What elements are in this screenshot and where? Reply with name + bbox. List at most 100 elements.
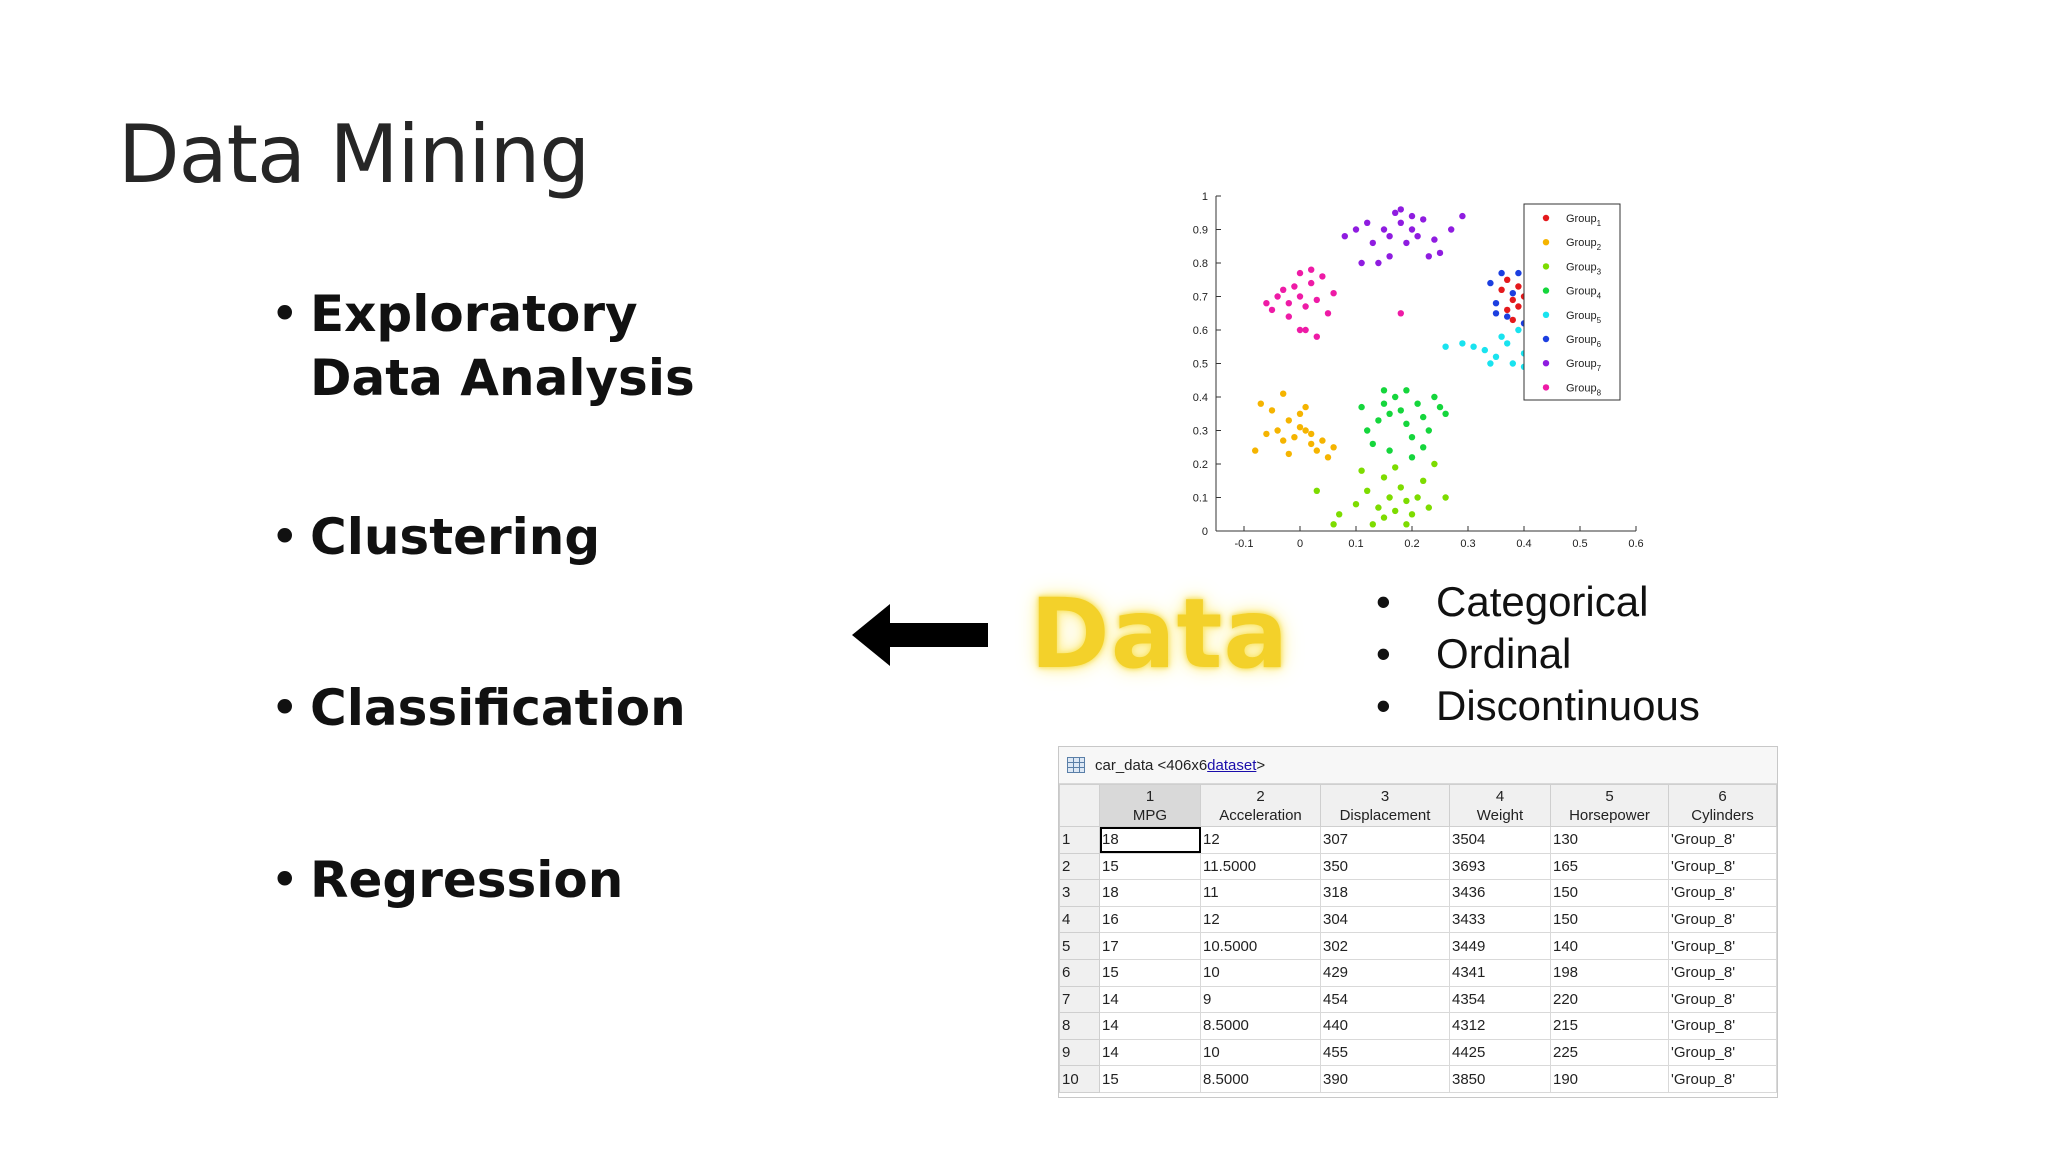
table-cell[interactable]: 307: [1320, 826, 1450, 854]
column-number: 1: [1145, 787, 1155, 805]
table-cell[interactable]: 'Group_8': [1668, 985, 1777, 1014]
table-cell[interactable]: 'Group_8': [1668, 958, 1777, 987]
table-cell[interactable]: 4354: [1449, 985, 1551, 1014]
table-cell[interactable]: 10: [1200, 958, 1321, 987]
table-cell[interactable]: 'Group_8': [1668, 1065, 1777, 1093]
x-tick-label: 0.4: [1516, 538, 1531, 550]
table-cell[interactable]: 9: [1200, 985, 1321, 1014]
table-cell[interactable]: 454: [1320, 985, 1450, 1014]
table-cell[interactable]: 14: [1099, 1038, 1201, 1067]
data-point: [1397, 484, 1404, 491]
table-cell[interactable]: 10.5000: [1200, 932, 1321, 960]
table-cell[interactable]: 3449: [1449, 932, 1551, 960]
row-number[interactable]: 7: [1059, 985, 1100, 1014]
table-cell[interactable]: 8.5000: [1200, 1012, 1321, 1040]
data-point: [1313, 487, 1320, 494]
data-point: [1296, 424, 1304, 431]
data-point: [1308, 266, 1315, 273]
row-number[interactable]: 9: [1059, 1038, 1100, 1067]
table-cell[interactable]: 4341: [1449, 958, 1551, 987]
column-header[interactable]: 4 Weight: [1449, 784, 1551, 827]
data-point: [1274, 293, 1281, 300]
table-cell[interactable]: 165: [1550, 852, 1669, 881]
table-cell[interactable]: 11: [1200, 879, 1321, 907]
data-point: [1369, 440, 1376, 448]
table-corner[interactable]: [1059, 784, 1100, 827]
row-number[interactable]: 5: [1059, 932, 1100, 960]
table-cell[interactable]: 'Group_8': [1668, 852, 1777, 881]
column-header[interactable]: 1 MPG: [1099, 784, 1201, 827]
row-number[interactable]: 1: [1059, 826, 1100, 854]
table-cell[interactable]: 350: [1320, 852, 1450, 881]
table-cell[interactable]: 3693: [1449, 852, 1551, 881]
table-cell[interactable]: 140: [1550, 932, 1669, 960]
table-cell[interactable]: 150: [1550, 879, 1669, 907]
table-cell[interactable]: 'Group_8': [1668, 932, 1777, 960]
table-cell[interactable]: 15: [1099, 1065, 1201, 1093]
table-body: 1 18 12 307 3504 130 'Group_8' 2 15 11.5000 350 369…: [1059, 826, 1777, 1093]
row-number[interactable]: 4: [1059, 905, 1100, 934]
bullet-item: • Clustering: [270, 505, 770, 569]
table-cell[interactable]: 220: [1550, 985, 1669, 1014]
table-cell[interactable]: 390: [1320, 1065, 1450, 1093]
row-number[interactable]: 3: [1059, 879, 1100, 907]
table-cell[interactable]: 429: [1320, 958, 1450, 987]
data-point: [1358, 467, 1365, 474]
table-cell[interactable]: 'Group_8': [1668, 1012, 1777, 1040]
table-cell[interactable]: 4425: [1449, 1038, 1551, 1067]
table-cell[interactable]: 12: [1200, 826, 1321, 854]
data-point: [1425, 427, 1432, 434]
table-cell[interactable]: 8.5000: [1200, 1065, 1321, 1093]
row-number[interactable]: 2: [1059, 852, 1100, 881]
y-tick-label: 1: [1202, 191, 1208, 203]
table-cell[interactable]: 3850: [1449, 1065, 1551, 1093]
table-cell[interactable]: 17: [1099, 932, 1201, 960]
column-header[interactable]: 3 Displacement: [1320, 784, 1450, 827]
table-cell[interactable]: 225: [1550, 1038, 1669, 1067]
table-cell[interactable]: 304: [1320, 905, 1450, 934]
table-cell[interactable]: 302: [1320, 932, 1450, 960]
data-point: [1313, 447, 1320, 454]
x-tick-label: 0.6: [1628, 538, 1643, 550]
table-cell[interactable]: 130: [1550, 826, 1669, 854]
table-cell[interactable]: 3504: [1449, 826, 1551, 854]
table-cell[interactable]: 10: [1200, 1038, 1321, 1067]
data-point: [1364, 427, 1371, 434]
table-cell[interactable]: 3433: [1449, 905, 1551, 934]
legend-name: Group: [1566, 261, 1597, 273]
table-cell[interactable]: 15: [1099, 852, 1201, 881]
data-point: [1420, 477, 1427, 484]
table-cell[interactable]: 440: [1320, 1012, 1450, 1040]
table-cell[interactable]: 150: [1550, 905, 1669, 934]
row-number[interactable]: 10: [1059, 1065, 1100, 1093]
row-number[interactable]: 6: [1059, 958, 1100, 987]
table-cell[interactable]: 190: [1550, 1065, 1669, 1093]
column-header[interactable]: 6 Cylinders: [1668, 784, 1777, 827]
table-cell[interactable]: 18: [1099, 826, 1201, 854]
column-label: Weight: [1476, 806, 1524, 824]
table-cell[interactable]: 16: [1099, 905, 1201, 934]
table-cell[interactable]: 15: [1099, 958, 1201, 987]
column-header[interactable]: 2 Acceleration: [1200, 784, 1321, 827]
data-point: [1330, 444, 1337, 451]
table-cell[interactable]: 14: [1099, 985, 1201, 1014]
table-cell[interactable]: 'Group_8': [1668, 826, 1777, 854]
table-cell[interactable]: 12: [1200, 905, 1321, 934]
table-cell[interactable]: 14: [1099, 1012, 1201, 1040]
table-cell[interactable]: 18: [1099, 879, 1201, 907]
data-point: [1330, 521, 1337, 528]
table-cell[interactable]: 318: [1320, 879, 1450, 907]
table-cell[interactable]: 3436: [1449, 879, 1551, 907]
table-cell[interactable]: 'Group_8': [1668, 879, 1777, 907]
dataset-link[interactable]: dataset: [1207, 756, 1257, 774]
table-cell[interactable]: 11.5000: [1200, 852, 1321, 881]
table-cell[interactable]: 'Group_8': [1668, 1038, 1777, 1067]
table-cell[interactable]: 4312: [1449, 1012, 1551, 1040]
table-cell[interactable]: 198: [1550, 958, 1669, 987]
table-title-bar: car_data <406x6 dataset >: [1059, 747, 1777, 784]
table-cell[interactable]: 455: [1320, 1038, 1450, 1067]
table-cell[interactable]: 'Group_8': [1668, 905, 1777, 934]
row-number[interactable]: 8: [1059, 1012, 1100, 1040]
table-cell[interactable]: 215: [1550, 1012, 1669, 1040]
column-header[interactable]: 5 Horsepower: [1550, 784, 1669, 827]
